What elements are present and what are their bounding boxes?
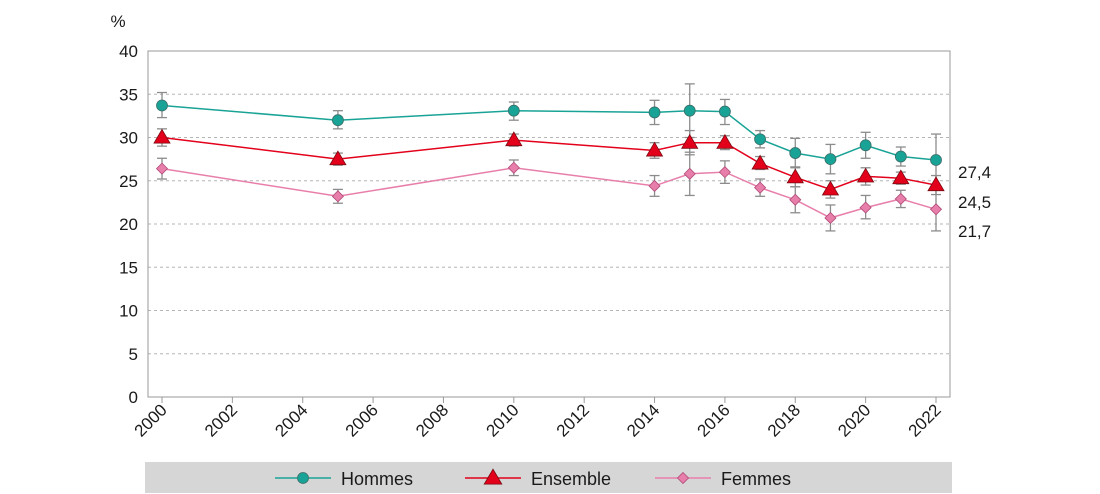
x-tick-label: 2018 [764, 400, 804, 440]
y-axis: 0 5 10 15 20 25 30 35 40 [119, 42, 138, 407]
series-line-femmes [161, 167, 937, 219]
legend-marker-ensemble [483, 468, 503, 485]
data-point-femmes [859, 201, 872, 214]
data-point-hommes [789, 147, 802, 159]
data-point-femmes [824, 211, 837, 225]
series-line-hommes [161, 104, 937, 161]
data-point-hommes [507, 104, 520, 117]
data-point-ensemble [927, 176, 945, 192]
x-tick-label: 2002 [201, 400, 241, 440]
x-tick-label: 2010 [482, 400, 522, 440]
end-value-labels: 27,4 24,5 21,7 [958, 163, 991, 241]
data-point-hommes [824, 153, 837, 166]
y-tick-label: 15 [119, 258, 138, 277]
data-point-femmes [894, 192, 907, 205]
end-label-femmes: 21,7 [958, 222, 991, 241]
series-line-ensemble [161, 136, 937, 191]
data-point-ensemble [786, 168, 804, 184]
data-point-ensemble [821, 180, 840, 196]
data-point-ensemble [751, 154, 769, 170]
data-point-femmes [155, 162, 169, 175]
y-tick-label: 40 [119, 42, 138, 61]
legend-label-ensemble: Ensemble [531, 469, 611, 489]
y-tick-label: 10 [119, 302, 138, 321]
data-point-hommes [894, 150, 907, 163]
y-tick-label: 5 [129, 345, 138, 364]
data-point-femmes [683, 167, 696, 180]
x-axis: 2000 2002 2004 2006 2008 2010 2012 2014 2016 2018… [131, 397, 945, 441]
data-point-hommes [754, 133, 766, 146]
plot-area-frame [147, 50, 951, 398]
y-axis-unit-label: % [110, 12, 125, 31]
data-point-ensemble [856, 167, 875, 183]
y-tick-label: 35 [119, 85, 138, 104]
data-point-hommes [156, 99, 168, 112]
legend-label-femmes: Femmes [721, 469, 791, 489]
y-tick-label: 0 [129, 388, 138, 407]
data-point-femmes [331, 190, 344, 203]
x-tick-label: 2016 [694, 400, 734, 440]
legend-marker-femmes [676, 471, 690, 485]
y-tick-label: 20 [119, 215, 138, 234]
series-lines [161, 104, 937, 219]
data-point-ensemble [329, 150, 347, 166]
x-tick-label: 2012 [553, 400, 593, 440]
data-point-femmes [754, 181, 767, 194]
x-tick-label: 2014 [623, 400, 663, 440]
data-point-hommes [930, 154, 942, 166]
data-point-hommes [648, 106, 661, 119]
data-point-hommes [859, 139, 872, 152]
data-point-ensemble [645, 141, 664, 157]
x-tick-label: 2008 [412, 400, 452, 440]
x-tick-label: 2020 [834, 400, 874, 440]
y-tick-label: 30 [119, 129, 138, 148]
legend-label-hommes: Hommes [341, 469, 413, 489]
data-point-hommes [332, 114, 344, 127]
data-point-hommes [683, 104, 696, 117]
series-markers [153, 99, 945, 225]
data-point-femmes [648, 179, 661, 193]
data-point-femmes [929, 203, 943, 216]
legend-marker-hommes [297, 472, 309, 484]
data-point-femmes [507, 161, 520, 174]
grid-lines [148, 50, 950, 355]
data-point-ensemble [716, 133, 734, 149]
legend: Hommes Ensemble Femmes [145, 462, 952, 493]
data-point-hommes [719, 105, 731, 118]
data-point-femmes [718, 166, 731, 179]
end-label-hommes: 27,4 [958, 163, 991, 182]
x-tick-label: 2022 [905, 400, 945, 440]
end-label-ensemble: 24,5 [958, 193, 991, 212]
data-point-ensemble [505, 131, 523, 147]
x-tick-label: 2006 [342, 400, 382, 440]
data-point-femmes [789, 193, 802, 206]
data-point-ensemble [892, 169, 910, 185]
x-tick-label: 2004 [271, 400, 311, 440]
y-tick-label: 25 [119, 172, 138, 191]
data-point-ensemble [681, 133, 699, 149]
data-point-ensemble [153, 128, 171, 144]
